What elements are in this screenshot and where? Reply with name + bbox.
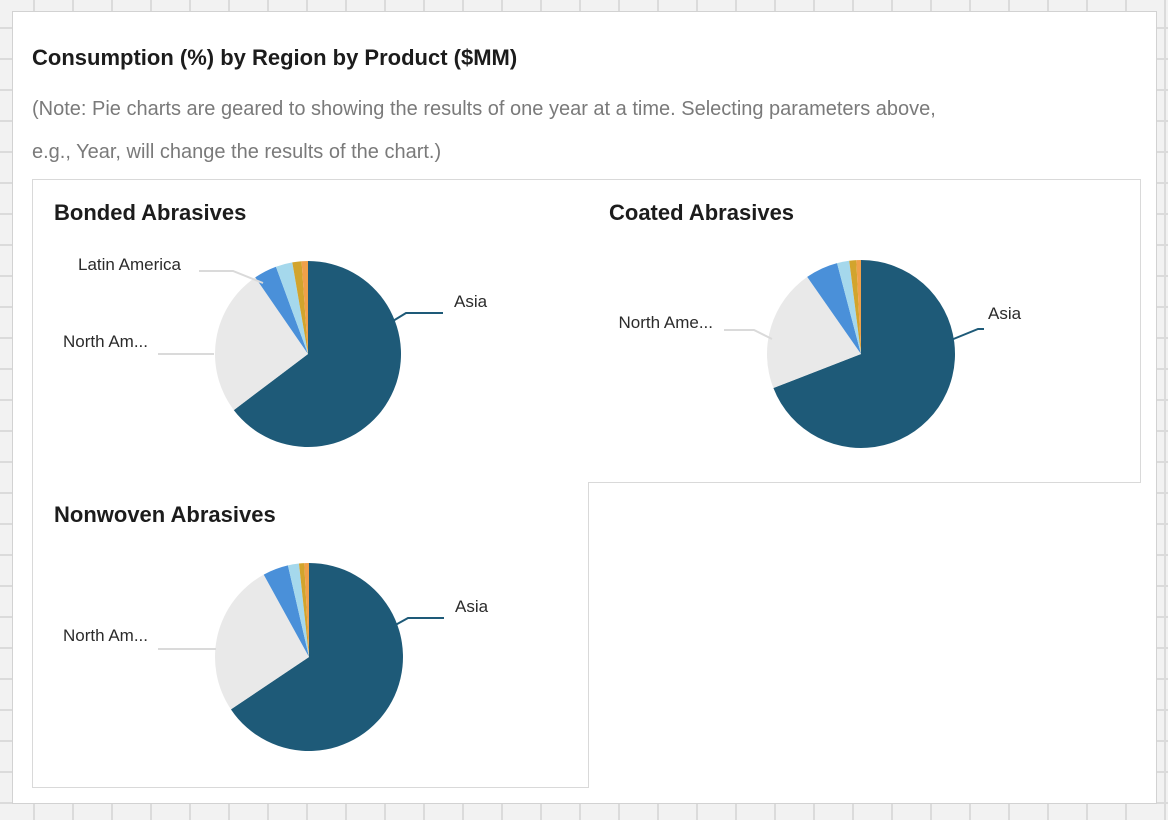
pie-slice-north-america[interactable] (215, 277, 308, 411)
pie-slice-unlabeled-3[interactable] (275, 262, 308, 354)
pie-slice-unlabeled-5[interactable] (304, 563, 309, 657)
pie-slice-asia[interactable] (773, 260, 956, 448)
note-line-2: e.g., Year, will change the results of t… (32, 141, 442, 163)
visual-note: (Note: Pie charts are geared to showing … (32, 88, 936, 174)
pie-callout-label: Latin America (78, 255, 182, 274)
pie-slice-unlabeled-3[interactable] (287, 563, 309, 657)
chart-title-coated-abrasives: Coated Abrasives (609, 200, 795, 225)
pie-callout-label: Asia (455, 597, 489, 616)
pie-charts-grid: Bonded Abrasives Coated Abrasives Nonwov… (32, 179, 1141, 788)
pie-slice-north-america[interactable] (214, 574, 309, 710)
pie-slice-latin-america[interactable] (255, 266, 308, 354)
pie-slice-unlabeled-2[interactable] (807, 263, 861, 354)
pie-slice-unlabeled-5[interactable] (856, 260, 861, 354)
pie-callout-leader-line (950, 328, 984, 341)
pie-slice-unlabeled-3[interactable] (837, 260, 861, 354)
pie-callout-leader-line (724, 329, 773, 340)
pie-callout-leader-line (389, 617, 444, 629)
pie-slice-asia[interactable] (233, 261, 402, 447)
pie-slice-unlabeled-4[interactable] (292, 261, 308, 354)
pie-callout-label: Asia (454, 292, 488, 311)
chart-title-bonded-abrasives: Bonded Abrasives (54, 200, 247, 225)
dashboard-visual-panel: Consumption (%) by Region by Product ($M… (12, 11, 1157, 804)
charts-svg: Latin America North Am... Asia North Ame...… (63, 255, 1022, 751)
pie-callout-label: North Am... (63, 332, 148, 351)
pie-callout-label: Asia (988, 304, 1022, 323)
pie-callout-label: North Am... (63, 626, 148, 645)
pie-slice-north-america[interactable] (767, 276, 861, 389)
pie-callout-leader-line (199, 270, 264, 284)
pie-slice-unlabeled-4[interactable] (298, 563, 309, 657)
pie-slice-unlabeled-5[interactable] (301, 261, 308, 354)
note-line-1: (Note: Pie charts are geared to showing … (32, 98, 936, 120)
pie-slice-asia[interactable] (230, 563, 403, 751)
chart-title-nonwoven-abrasives: Nonwoven Abrasives (54, 502, 276, 527)
pie-callout-label: North Ame... (619, 313, 713, 332)
visual-title: Consumption (%) by Region by Product ($M… (32, 45, 518, 70)
pie-slice-unlabeled-2[interactable] (263, 565, 309, 657)
pie-callout-leader-line (387, 312, 443, 325)
pie-slice-unlabeled-4[interactable] (849, 260, 861, 354)
